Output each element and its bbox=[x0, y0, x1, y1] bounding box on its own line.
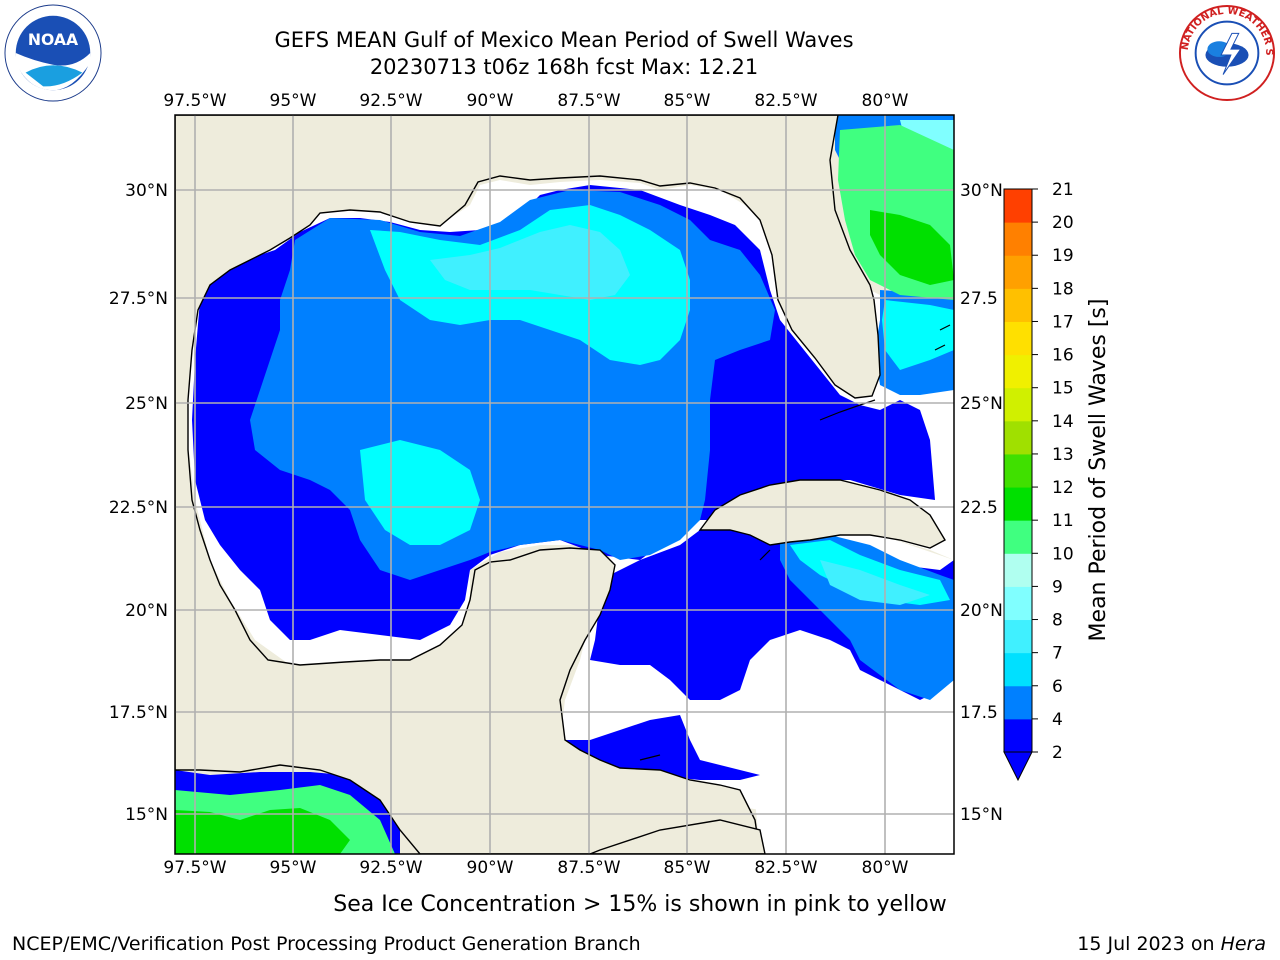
colorbar-tick-label: 16 bbox=[1052, 346, 1074, 366]
lon-label: 95°W bbox=[270, 858, 317, 878]
central-america-land bbox=[589, 819, 766, 854]
lat-label: 25°N bbox=[960, 394, 1003, 414]
colorbar-segment bbox=[1004, 255, 1032, 289]
period-band-10-11-pacific bbox=[175, 808, 350, 854]
colorbar-segment bbox=[1004, 586, 1032, 621]
colorbar-tick-label: 15 bbox=[1052, 379, 1074, 399]
colorbar-segment bbox=[1004, 288, 1032, 322]
lat-label: 17.5°N bbox=[109, 703, 168, 723]
lat-label: 30°N bbox=[960, 181, 1003, 201]
colorbar-tick-label: 21 bbox=[1052, 180, 1074, 200]
lat-label: 15°N bbox=[125, 805, 168, 825]
colorbar-segment bbox=[1004, 189, 1032, 223]
colorbar-segment bbox=[1004, 685, 1032, 720]
lat-label: 17.5 bbox=[960, 703, 998, 723]
colorbar-segment bbox=[1004, 520, 1032, 554]
date-text: 15 Jul 2023 on bbox=[1077, 933, 1221, 955]
colorbar-segment bbox=[1004, 387, 1032, 422]
colorbar-tick-label: 8 bbox=[1052, 611, 1063, 631]
lon-label: 92.5°W bbox=[359, 858, 422, 878]
colorbar-ticks: 2 4 6 7 8 9 10 11 12 13 14 15 16 17 18 19 20 21 bbox=[1032, 180, 1074, 763]
map-frame bbox=[174, 114, 955, 855]
nws-logo-icon: NATIONAL WEATHER SERVICE bbox=[1178, 4, 1276, 102]
colorbar-frame bbox=[1003, 188, 1033, 753]
date-stamp: 15 Jul 2023 on Hera bbox=[1077, 933, 1266, 955]
bottom-lon-labels: 97.5°W 95°W 92.5°W 90°W 87.5°W 85°W 82.5… bbox=[163, 858, 908, 878]
period-band-6-7-south bbox=[360, 440, 480, 545]
lon-label: 82.5°W bbox=[754, 91, 817, 111]
colorbar-tick-label: 11 bbox=[1052, 511, 1074, 531]
lat-label: 22.5 bbox=[960, 498, 998, 518]
lon-label: 85°W bbox=[664, 858, 711, 878]
left-lat-labels: 30°N 27.5°N 25°N 22.5°N 20°N 17.5°N 15°N bbox=[109, 181, 168, 825]
lon-label: 90°W bbox=[467, 91, 514, 111]
colorbar-tick-label: 13 bbox=[1052, 445, 1074, 465]
colorbar-tick-label: 9 bbox=[1052, 577, 1063, 597]
colorbar-segment bbox=[1004, 718, 1032, 753]
colorbar-tick-label: 17 bbox=[1052, 312, 1074, 332]
colorbar-tick-label: 19 bbox=[1052, 246, 1074, 266]
lon-label: 85°W bbox=[664, 91, 711, 111]
lon-label: 87.5°W bbox=[557, 91, 620, 111]
colorbar-segment bbox=[1004, 453, 1032, 488]
map-subtitle: 20230713 t06z 168h fcst Max: 12.21 bbox=[369, 55, 759, 79]
colorbar-segment bbox=[1004, 354, 1032, 389]
period-band-10-11 bbox=[870, 210, 954, 285]
colorbar-tick-label: 2 bbox=[1052, 743, 1063, 763]
lat-label: 30°N bbox=[125, 181, 168, 201]
lat-lon-grid bbox=[175, 115, 954, 854]
colorbar-segment bbox=[1004, 420, 1032, 455]
colorbar-segment bbox=[1004, 553, 1032, 587]
colorbar-segment bbox=[1004, 487, 1032, 521]
lat-label: 22.5°N bbox=[109, 498, 168, 518]
host-name: Hera bbox=[1220, 933, 1266, 955]
lon-label: 97.5°W bbox=[163, 858, 226, 878]
colorbar-tick-label: 4 bbox=[1052, 710, 1063, 730]
colorbar-segment bbox=[1004, 652, 1032, 687]
period-band-6-7-keys bbox=[882, 300, 954, 370]
colorbar-segment bbox=[1004, 619, 1032, 654]
colorbar-label: Mean Period of Swell Waves [s] bbox=[1086, 299, 1111, 642]
period-band-7-8 bbox=[430, 225, 630, 300]
lon-label: 82.5°W bbox=[754, 858, 817, 878]
island-small bbox=[639, 324, 951, 761]
colorbar-tick-label: 12 bbox=[1052, 478, 1074, 498]
lat-label: 20°N bbox=[125, 601, 168, 621]
colorbar-tick-label: 20 bbox=[1052, 213, 1074, 233]
colorbar-extend-arrow bbox=[1003, 751, 1033, 782]
credit-text: NCEP/EMC/Verification Post Processing Pr… bbox=[12, 933, 641, 955]
right-lat-labels: 30°N 27.5 25°N 22.5 20°N 17.5 15°N bbox=[960, 181, 1003, 825]
lat-label: 27.5°N bbox=[109, 289, 168, 309]
lon-label: 80°W bbox=[862, 858, 909, 878]
lon-label: 95°W bbox=[270, 91, 317, 111]
lat-label: 27.5 bbox=[960, 289, 998, 309]
lon-label: 87.5°W bbox=[557, 858, 620, 878]
period-band-7-8-east bbox=[820, 560, 930, 605]
colorbar-segment bbox=[1004, 321, 1032, 356]
noaa-logo-icon: NOAA bbox=[4, 4, 102, 102]
lon-label: 92.5°W bbox=[359, 91, 422, 111]
mexico-land bbox=[175, 115, 881, 854]
colorbar-tick-label: 18 bbox=[1052, 279, 1074, 299]
cuba-land bbox=[698, 479, 946, 549]
map-title: GEFS MEAN Gulf of Mexico Mean Period of … bbox=[274, 28, 854, 52]
lon-label: 97.5°W bbox=[163, 91, 226, 111]
lat-label: 25°N bbox=[125, 394, 168, 414]
svg-text:NOAA: NOAA bbox=[28, 30, 79, 49]
colorbar-tick-label: 10 bbox=[1052, 544, 1074, 564]
lat-label: 15°N bbox=[960, 805, 1003, 825]
lat-label: 20°N bbox=[960, 601, 1003, 621]
colorbar-tick-label: 6 bbox=[1052, 677, 1063, 697]
colorbar-segment bbox=[1004, 222, 1032, 256]
colorbar-tick-label: 14 bbox=[1052, 412, 1074, 432]
lon-label: 80°W bbox=[862, 91, 909, 111]
top-lon-labels: 97.5°W 95°W 92.5°W 90°W 87.5°W 85°W 82.5… bbox=[163, 91, 908, 111]
sea-ice-caption: Sea Ice Concentration > 15% is shown in … bbox=[333, 892, 947, 917]
colorbar-tick-label: 7 bbox=[1052, 644, 1063, 664]
lon-label: 90°W bbox=[467, 858, 514, 878]
colorbar bbox=[1004, 189, 1032, 753]
